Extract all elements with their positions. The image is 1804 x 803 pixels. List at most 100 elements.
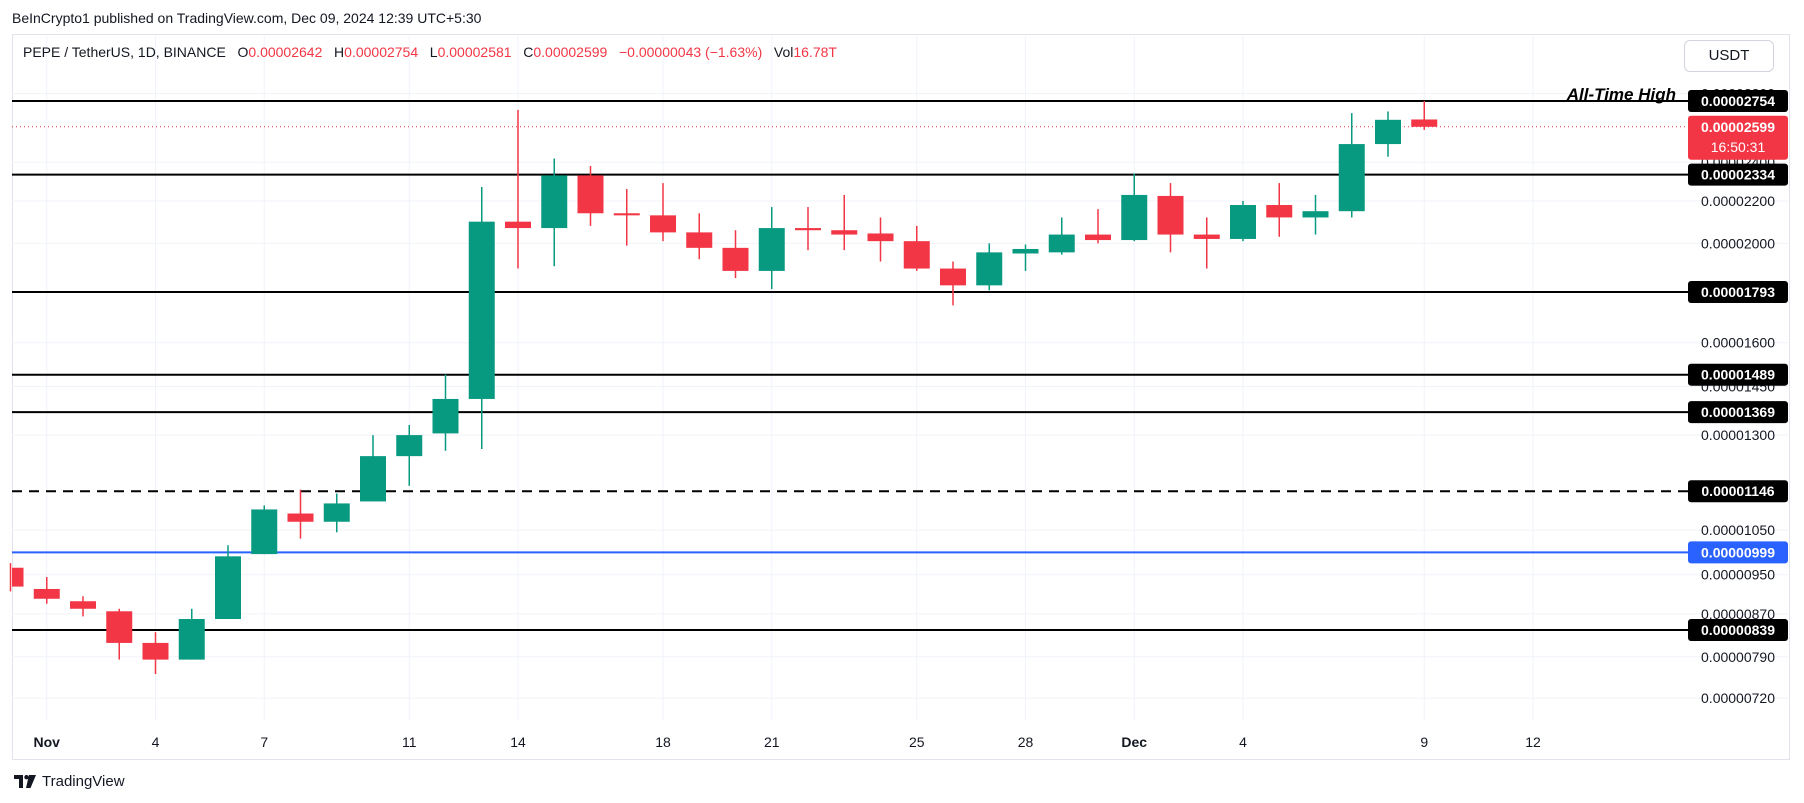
candle-body <box>12 567 24 587</box>
candle-body <box>178 618 205 660</box>
candle[interactable] <box>505 109 531 269</box>
level-price-tag <box>1688 163 1788 186</box>
candle[interactable] <box>1048 217 1075 255</box>
candle[interactable] <box>903 225 930 271</box>
y-tick-label: 0.00001050 <box>1701 522 1775 538</box>
candle[interactable] <box>33 577 60 604</box>
candle[interactable] <box>976 243 1003 291</box>
candle[interactable] <box>686 213 713 260</box>
candle[interactable] <box>215 545 241 619</box>
candle-body <box>468 221 495 399</box>
candle[interactable] <box>1375 111 1401 157</box>
legend-close-label: C <box>523 44 534 60</box>
legend-high-value: 0.00002754 <box>344 44 419 60</box>
candle-body <box>396 435 423 457</box>
candle[interactable] <box>1012 244 1039 271</box>
tradingview-logo-icon <box>14 775 36 788</box>
level-price-tag <box>1688 281 1788 304</box>
candle[interactable] <box>70 596 96 617</box>
candle[interactable] <box>468 187 495 450</box>
legend-volume-label: Vol <box>773 44 794 60</box>
candle[interactable] <box>940 261 966 306</box>
candle-body <box>106 611 133 643</box>
candle[interactable] <box>1193 217 1220 269</box>
candle-body <box>831 230 858 235</box>
x-tick-label: 18 <box>655 734 671 750</box>
candle[interactable] <box>178 608 205 660</box>
candle-body <box>1157 195 1184 235</box>
x-tick-label: Nov <box>34 734 61 750</box>
candle[interactable] <box>613 188 640 246</box>
level-price-tag <box>1688 619 1788 641</box>
x-tick-label: Dec <box>1121 734 1147 750</box>
x-tick-label: 21 <box>764 734 780 750</box>
candle[interactable] <box>9 563 24 592</box>
candle[interactable] <box>795 207 821 251</box>
candle[interactable] <box>758 207 785 290</box>
y-tick-label: 0.00001300 <box>1701 427 1775 443</box>
candle[interactable] <box>432 374 459 451</box>
symbol-legend: PEPE / TetherUS, 1D, BINANCE O0.00002642… <box>23 44 837 60</box>
legend-symbol[interactable]: PEPE / TetherUS, 1D, BINANCE <box>23 44 226 60</box>
candle[interactable] <box>251 505 278 555</box>
level-price-tag <box>1688 401 1788 424</box>
candle-body <box>940 268 966 286</box>
level-annotation: All-Time High <box>1566 85 1676 104</box>
candle[interactable] <box>1338 113 1365 218</box>
chart-frame <box>12 34 1790 760</box>
candle-body <box>795 228 821 231</box>
candle-body <box>215 556 241 619</box>
level-price-label: 0.00002334 <box>1701 167 1775 183</box>
legend-volume-value: 16.78T <box>793 44 837 60</box>
candle-body <box>70 601 96 609</box>
candle[interactable] <box>1121 173 1148 242</box>
candle-body <box>1411 119 1438 127</box>
candle[interactable] <box>831 194 858 251</box>
candle[interactable] <box>106 608 133 660</box>
candle[interactable] <box>1230 200 1256 242</box>
candle-body <box>33 588 60 599</box>
candle[interactable] <box>1085 209 1111 244</box>
legend-low-label: L <box>429 44 438 60</box>
candle-body <box>1266 205 1293 218</box>
y-tick-label: 0.00002000 <box>1701 235 1775 251</box>
current-price-label: 0.00002599 <box>1701 119 1775 135</box>
candle-body <box>903 241 930 269</box>
grid-lines <box>12 36 1788 720</box>
x-tick-label: 4 <box>1239 734 1247 750</box>
time-axis: Nov 4 7 11 14 18 21 25 28 Dec 4 9 12 <box>34 734 1541 750</box>
tradingview-brand[interactable]: TradingView <box>14 773 125 790</box>
publisher-line: BeInCrypto1 published on TradingView.com… <box>12 10 482 26</box>
candle-body <box>323 503 350 522</box>
candle[interactable] <box>577 165 604 226</box>
candle[interactable] <box>1266 183 1293 237</box>
candle[interactable] <box>722 230 749 279</box>
candle[interactable] <box>287 489 314 539</box>
candle[interactable] <box>541 158 568 267</box>
y-tick-label: 0.00000950 <box>1701 567 1775 583</box>
candle-body <box>1302 211 1329 218</box>
candle[interactable] <box>867 217 894 262</box>
candle[interactable] <box>396 424 423 486</box>
candle-body <box>758 228 785 271</box>
candle-body <box>722 247 749 271</box>
candle[interactable] <box>360 435 386 502</box>
current-price-tag <box>1688 115 1788 160</box>
candle[interactable] <box>1157 183 1184 253</box>
candle[interactable] <box>1411 101 1438 130</box>
x-tick-label: 9 <box>1420 734 1428 750</box>
legend-close-value: 0.00002599 <box>533 44 608 60</box>
candle[interactable] <box>650 183 676 242</box>
candle[interactable] <box>323 493 350 533</box>
level-price-tag <box>1688 90 1788 112</box>
candle[interactable] <box>1302 194 1329 235</box>
x-tick-label: 25 <box>909 734 925 750</box>
candle[interactable] <box>142 632 169 675</box>
candle-body <box>142 642 169 660</box>
currency-button[interactable]: USDT <box>1684 40 1774 72</box>
candle-body <box>686 232 713 248</box>
x-tick-label: 14 <box>510 734 526 750</box>
candle-body <box>251 509 278 555</box>
candle-body <box>1230 205 1256 239</box>
